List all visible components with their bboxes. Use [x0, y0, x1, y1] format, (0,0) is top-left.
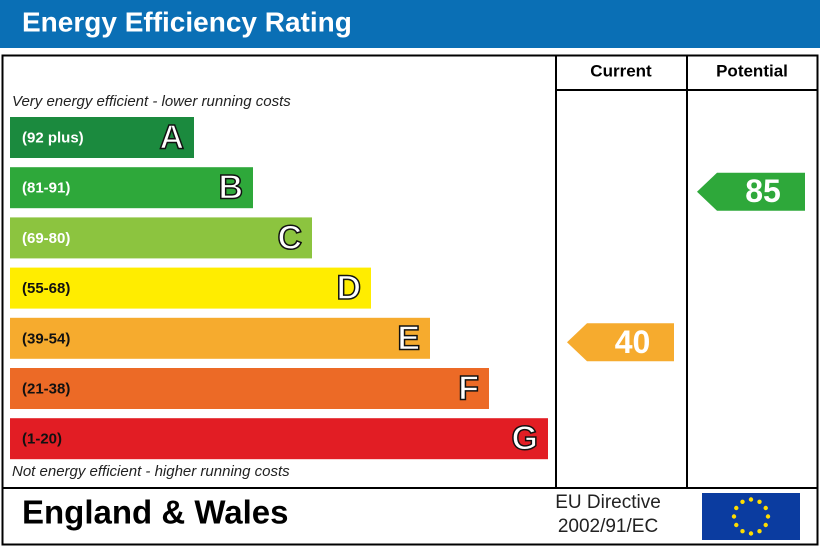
band-letter: A [159, 118, 184, 156]
rating-value: 40 [615, 324, 651, 360]
star [740, 499, 745, 504]
band-bar [10, 317, 430, 359]
star [731, 514, 737, 519]
star [757, 499, 762, 504]
band-bar [10, 117, 194, 158]
star [765, 514, 771, 519]
band-bar [10, 267, 371, 309]
rating-arrow [697, 172, 805, 211]
eu-flag [702, 493, 800, 540]
directive: EU Directive [555, 492, 661, 513]
band-range: (55-68) [22, 280, 70, 297]
frame [1, 54, 819, 546]
band-letter: E [397, 319, 420, 357]
star [734, 505, 739, 511]
column-header: Current [590, 61, 652, 80]
rating-arrow [567, 323, 674, 362]
band-letter: D [336, 269, 361, 307]
band-bar [10, 217, 312, 259]
star [748, 531, 754, 536]
band-bar [10, 418, 548, 460]
band-letter: B [218, 169, 243, 207]
band-letter: F [458, 369, 479, 407]
band-range: (21-38) [22, 380, 70, 397]
column-header: Potential [716, 61, 788, 80]
title: Energy Efficiency Rating [22, 6, 352, 37]
region: England & Wales [22, 494, 288, 531]
star [757, 529, 762, 534]
star [734, 522, 739, 528]
rating-value: 85 [745, 173, 781, 209]
band-letter: G [512, 420, 538, 458]
band-range: (81-91) [22, 180, 70, 197]
star [740, 529, 745, 534]
directive: 2002/91/EC [558, 516, 658, 537]
star [763, 522, 768, 528]
band-bar [10, 368, 489, 409]
band-range: (1-20) [22, 431, 62, 448]
bottom-note: Not energy efficient - higher running co… [12, 463, 290, 480]
band-bar [10, 167, 253, 209]
star [763, 505, 768, 511]
star [748, 497, 754, 502]
top-note: Very energy efficient - lower running co… [12, 93, 291, 110]
band-range: (39-54) [22, 330, 70, 347]
band-range: (92 plus) [22, 129, 84, 146]
band-letter: C [277, 219, 302, 257]
band-range: (69-80) [22, 230, 70, 247]
title-bar [0, 0, 820, 48]
